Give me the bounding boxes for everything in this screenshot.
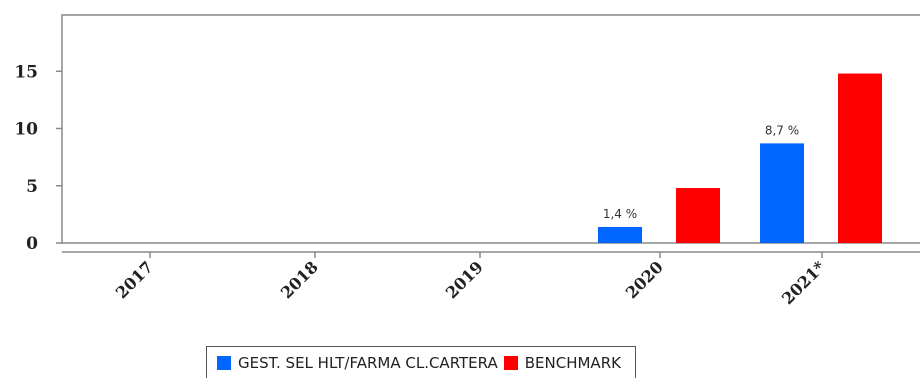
bar-fund-2021* [760,143,804,243]
legend-swatch-fund [217,355,231,370]
bar-benchmark-2021* [838,73,882,243]
legend-label-benchmark: BENCHMARK [524,353,621,372]
x-tick-label: 2017 [112,257,157,302]
x-tick-label: 2020 [622,257,667,302]
y-tick-label: 0 [26,234,38,254]
legend: GEST. SEL HLT/FARMA CL.CARTERA BENCHMARK [206,346,636,378]
x-axis: 2017 2018 2019 2020 2021* [112,252,829,308]
legend-swatch-benchmark [503,355,518,370]
y-tick-label: 15 [14,62,38,82]
y-axis: 0 5 10 15 [14,62,62,254]
data-labels: 1,4 % 8,7 % [603,123,799,221]
x-tick-label: 2018 [277,257,322,302]
x-tick-label: 2021* [778,257,829,308]
y-tick-label: 5 [26,177,38,197]
y-tick-label: 10 [14,120,38,140]
legend-item-benchmark: BENCHMARK [503,353,621,372]
legend-label-fund: GEST. SEL HLT/FARMA CL.CARTERA [238,353,498,372]
bar-fund-2020 [598,226,642,243]
x-tick-label: 2019 [442,257,487,302]
legend-item-fund: GEST. SEL HLT/FARMA CL.CARTERA [217,354,498,372]
data-label: 8,7 % [765,123,799,137]
bar-benchmark-2020 [676,188,720,243]
data-label: 1,4 % [603,207,637,221]
bars [598,73,882,243]
